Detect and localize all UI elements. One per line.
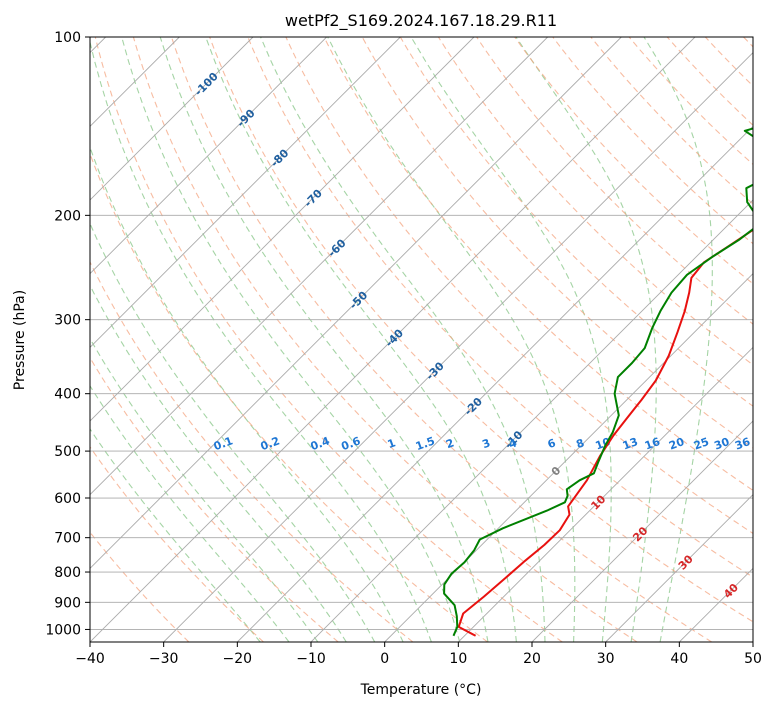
pressure-gridlines xyxy=(90,37,753,630)
chart-title: wetPf2_S169.2024.167.18.29.R11 xyxy=(285,11,557,31)
mixing-ratio-label: 2 xyxy=(444,436,456,451)
x-tick-label: 30 xyxy=(597,651,615,667)
moist-adiabat-line xyxy=(90,427,261,642)
sounding-profiles xyxy=(443,127,753,637)
isotherm-line xyxy=(90,37,401,348)
isotherm-line xyxy=(90,37,696,642)
mixing-ratio-label: 0.4 xyxy=(309,434,332,453)
plot-background xyxy=(90,37,753,642)
y-tick-label: 700 xyxy=(54,531,81,547)
dry-adiabat-line xyxy=(476,37,753,325)
moist-adiabat-line xyxy=(121,37,461,642)
x-tick-label: 20 xyxy=(523,651,541,667)
y-tick-label: 900 xyxy=(54,595,81,611)
dry-adiabat-line xyxy=(132,37,638,642)
plot-frame xyxy=(89,36,754,643)
mixing-ratio-labels: 0.1 0.2 0.4 0.6 1 1.5 2 3 4 6 8 10 13 16 20 25 30 36 xyxy=(212,434,752,453)
isotherm-line xyxy=(90,37,548,496)
isotherm-line xyxy=(310,199,753,642)
moist-adiabat-line xyxy=(327,37,576,642)
x-tick-label: −10 xyxy=(296,651,326,667)
x-axis: −40 −30 −20 −10 0 10 20 30 40 50 xyxy=(75,642,762,667)
mixing-ratio-label: 13 xyxy=(621,435,640,452)
mixing-ratio-label: 36 xyxy=(733,435,752,453)
dewpoint-profile xyxy=(443,127,753,637)
dry-adiabat-line xyxy=(514,37,753,285)
dry-adiabat-line xyxy=(90,356,339,642)
mixing-ratio-label: 8 xyxy=(574,436,586,451)
y-axis: 100 200 300 400 500 600 700 800 900 1000 xyxy=(45,30,90,638)
x-tick-label: 10 xyxy=(449,651,467,667)
mixing-ratio-label: 30 xyxy=(712,435,731,453)
mixing-ratio-label: 0.1 xyxy=(212,434,235,453)
isotherm-line xyxy=(90,37,622,569)
mixing-ratio-label: 4 xyxy=(507,436,519,451)
plot-area: -100-90-80-70-60-50-40-30-20-10 01020304… xyxy=(89,36,754,643)
moist-adiabat-line xyxy=(90,222,376,642)
y-tick-label: 1000 xyxy=(45,622,81,638)
mixing-ratio-label: 25 xyxy=(692,435,711,452)
moist-adiabats xyxy=(90,37,713,642)
moist-adiabat-line xyxy=(205,37,517,642)
dry-adiabats xyxy=(90,37,753,642)
mixing-ratio-label: 3 xyxy=(480,436,492,451)
moist-adiabat-line xyxy=(90,337,319,642)
dry-adiabat-line xyxy=(247,37,753,578)
moist-adiabat-line xyxy=(90,39,432,642)
mixing-ratio-label: 20 xyxy=(667,435,686,453)
y-tick-label: 800 xyxy=(54,565,81,581)
y-axis-label: Pressure (hPa) xyxy=(12,290,28,390)
x-tick-label: −40 xyxy=(75,651,105,667)
y-tick-label: 400 xyxy=(54,387,81,403)
dry-adiabat-line xyxy=(94,37,563,642)
dry-adiabat-line xyxy=(170,37,712,642)
y-tick-label: 200 xyxy=(54,208,81,224)
moist-adiabat-line xyxy=(410,37,612,642)
moist-adiabat-line xyxy=(159,37,489,642)
isotherm-line xyxy=(90,37,254,201)
mixing-ratio-label: 6 xyxy=(546,436,558,451)
y-tick-label: 600 xyxy=(54,491,81,507)
mixing-ratio-label: 16 xyxy=(643,435,662,453)
dry-adiabat-line xyxy=(209,37,753,623)
x-tick-label: 0 xyxy=(380,651,389,667)
mixing-ratio-label: 0.2 xyxy=(259,434,282,453)
moist-adiabat-line xyxy=(90,284,347,642)
mixing-ratio-label: 1.5 xyxy=(414,434,437,453)
dry-adiabat-line xyxy=(90,445,264,642)
isotherm-line xyxy=(90,37,327,275)
mixing-ratio-label: 0.6 xyxy=(340,434,363,453)
x-tick-label: 50 xyxy=(744,651,762,667)
x-tick-label: −30 xyxy=(149,651,179,667)
x-tick-label: 40 xyxy=(670,651,688,667)
moist-adiabat-line xyxy=(260,37,546,642)
dry-adiabat-line xyxy=(323,37,753,492)
x-tick-label: −20 xyxy=(223,651,253,667)
temperature-profile xyxy=(457,228,753,637)
moist-adiabat-line xyxy=(515,37,657,642)
isotherms xyxy=(90,37,753,642)
dry-adiabat-line xyxy=(90,260,414,642)
y-tick-label: 500 xyxy=(54,444,81,460)
isotherm-line xyxy=(163,52,753,642)
moist-adiabat-line xyxy=(90,384,290,642)
mixing-ratio-label: 1 xyxy=(386,436,398,451)
y-tick-label: 100 xyxy=(54,30,81,46)
isotherm-line xyxy=(531,420,753,642)
moist-adiabat-line xyxy=(643,37,713,642)
isotherm-line xyxy=(458,346,753,642)
isotherm-line xyxy=(384,273,753,642)
y-tick-label: 300 xyxy=(54,313,81,329)
dry-adiabat-line xyxy=(285,37,753,535)
isotherm-line xyxy=(237,125,753,642)
isotherm-line xyxy=(90,37,475,422)
isotherm-line xyxy=(605,494,753,642)
x-axis-label: Temperature (°C) xyxy=(360,682,482,698)
